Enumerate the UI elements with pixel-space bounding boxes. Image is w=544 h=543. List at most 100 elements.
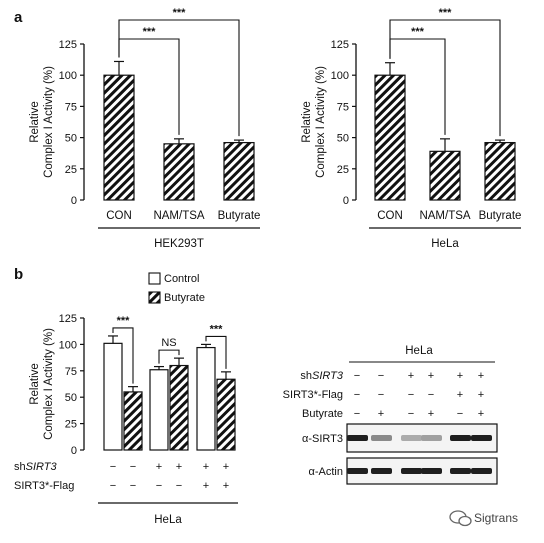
y-tick-label: 50 xyxy=(65,133,77,145)
y-axis-label: Relative Complex I Activity (%) xyxy=(29,328,55,440)
y-tick-label: 50 xyxy=(337,133,349,145)
blot-condition-sign: + xyxy=(428,408,434,420)
blot-condition-sign: + xyxy=(478,408,484,420)
condition-sign: − xyxy=(130,461,136,473)
bar-namtsa xyxy=(429,150,461,201)
y-tick-label: 25 xyxy=(65,419,77,431)
bar-con xyxy=(374,74,406,201)
chart-hela-a: 0 25 50 75 100 125 Relative Complex I Activity … xyxy=(301,7,521,250)
blot-band-label: α-Actin xyxy=(309,466,343,478)
blot-band-label: α-SIRT3 xyxy=(302,433,343,445)
watermark: Sigtrans xyxy=(449,510,518,527)
x-tick-label: Butyrate xyxy=(218,210,261,222)
blot-band xyxy=(371,468,392,474)
significance-label: *** xyxy=(411,26,425,38)
blot-row-label: SIRT3*-Flag xyxy=(283,389,343,401)
blot-condition-sign: + xyxy=(457,389,463,401)
group-label: HeLa xyxy=(431,238,459,250)
blot-condition-sign: + xyxy=(378,408,384,420)
y-tick-label: 25 xyxy=(337,164,349,176)
y-tick-label: 125 xyxy=(59,39,77,51)
blot-condition-sign: + xyxy=(478,389,484,401)
legend-label-butyrate: Butyrate xyxy=(164,292,205,304)
blot-condition-sign: + xyxy=(457,370,463,382)
significance-label: *** xyxy=(439,7,453,19)
y-tick-label: 125 xyxy=(331,39,349,51)
bar-butyrate xyxy=(169,364,189,451)
bar-con xyxy=(103,74,135,201)
chart-hek293t: 0 25 50 75 100 125 Relative Complex I Activity … xyxy=(29,7,260,250)
blot-band xyxy=(347,468,368,474)
watermark-logo-icon xyxy=(449,510,472,527)
y-tick-label: 0 xyxy=(71,195,77,207)
y-axis-label: Relative Complex I Activity (%) xyxy=(301,66,327,178)
y-tick-label: 75 xyxy=(65,366,77,378)
blot-title: HeLa xyxy=(405,345,433,357)
chart-hela-b: 0 25 50 75 100 125 Relative Complex I Activity … xyxy=(14,272,238,526)
y-tick-label: 100 xyxy=(59,70,77,82)
condition-sign: + xyxy=(223,461,229,473)
blot-condition-sign: − xyxy=(354,408,360,420)
legend-swatch-control xyxy=(148,272,161,285)
significance-label: NS xyxy=(161,337,176,349)
x-tick-label: Butyrate xyxy=(479,210,522,222)
blot-band xyxy=(371,435,392,441)
blot-condition-sign: − xyxy=(408,389,414,401)
significance-bracket xyxy=(158,349,180,364)
blot-condition-sign: − xyxy=(378,389,384,401)
significance-bracket xyxy=(118,19,240,137)
bar-control xyxy=(149,369,169,451)
blot-condition-sign: − xyxy=(428,389,434,401)
group-label: HeLa xyxy=(154,514,182,526)
condition-sign: + xyxy=(176,461,182,473)
y-tick-label: 125 xyxy=(59,313,77,325)
panel-label-b: b xyxy=(14,266,23,283)
bar-butyrate xyxy=(484,141,516,201)
condition-sign: + xyxy=(223,480,229,492)
blot-band xyxy=(450,468,471,474)
condition-sign: + xyxy=(203,461,209,473)
y-tick-label: 0 xyxy=(71,445,77,457)
condition-sign: − xyxy=(176,480,182,492)
blot-row-label: shSIRT3 xyxy=(300,370,343,382)
blot-band xyxy=(421,468,442,474)
watermark-text: Sigtrans xyxy=(474,511,518,525)
panel-label-a: a xyxy=(14,9,23,26)
significance-bracket xyxy=(205,335,227,369)
condition-row-label: shSIRT3 xyxy=(14,461,57,473)
y-tick-label: 100 xyxy=(331,70,349,82)
bar-namtsa xyxy=(163,143,195,201)
x-tick-label: NAM/TSA xyxy=(153,210,204,222)
blot-condition-sign: + xyxy=(408,370,414,382)
blot-band xyxy=(401,468,422,474)
y-tick-label: 25 xyxy=(65,164,77,176)
y-tick-label: 75 xyxy=(337,101,349,113)
condition-sign: − xyxy=(110,480,116,492)
legend-swatch-butyrate xyxy=(148,291,161,304)
group-label: HEK293T xyxy=(154,238,204,250)
y-tick-label: 100 xyxy=(59,339,77,351)
blot-condition-sign: − xyxy=(354,389,360,401)
blot-band xyxy=(401,435,422,441)
blot-condition-sign: − xyxy=(457,408,463,420)
significance-label: *** xyxy=(210,323,224,335)
blot-condition-sign: − xyxy=(354,370,360,382)
y-tick-label: 75 xyxy=(65,101,77,113)
blot-condition-sign: − xyxy=(378,370,384,382)
significance-bracket xyxy=(112,327,134,384)
legend-label-control: Control xyxy=(164,273,199,285)
bar-butyrate xyxy=(216,378,236,451)
significance-label: *** xyxy=(143,26,157,38)
bar-butyrate xyxy=(223,141,255,201)
condition-row-label: SIRT3*-Flag xyxy=(14,480,74,492)
condition-sign: − xyxy=(130,480,136,492)
significance-label: *** xyxy=(117,315,131,327)
condition-sign: + xyxy=(156,461,162,473)
bar-control xyxy=(196,346,216,451)
condition-sign: − xyxy=(110,461,116,473)
significance-label: *** xyxy=(173,7,187,19)
blot-condition-sign: + xyxy=(428,370,434,382)
x-tick-label: NAM/TSA xyxy=(419,210,470,222)
